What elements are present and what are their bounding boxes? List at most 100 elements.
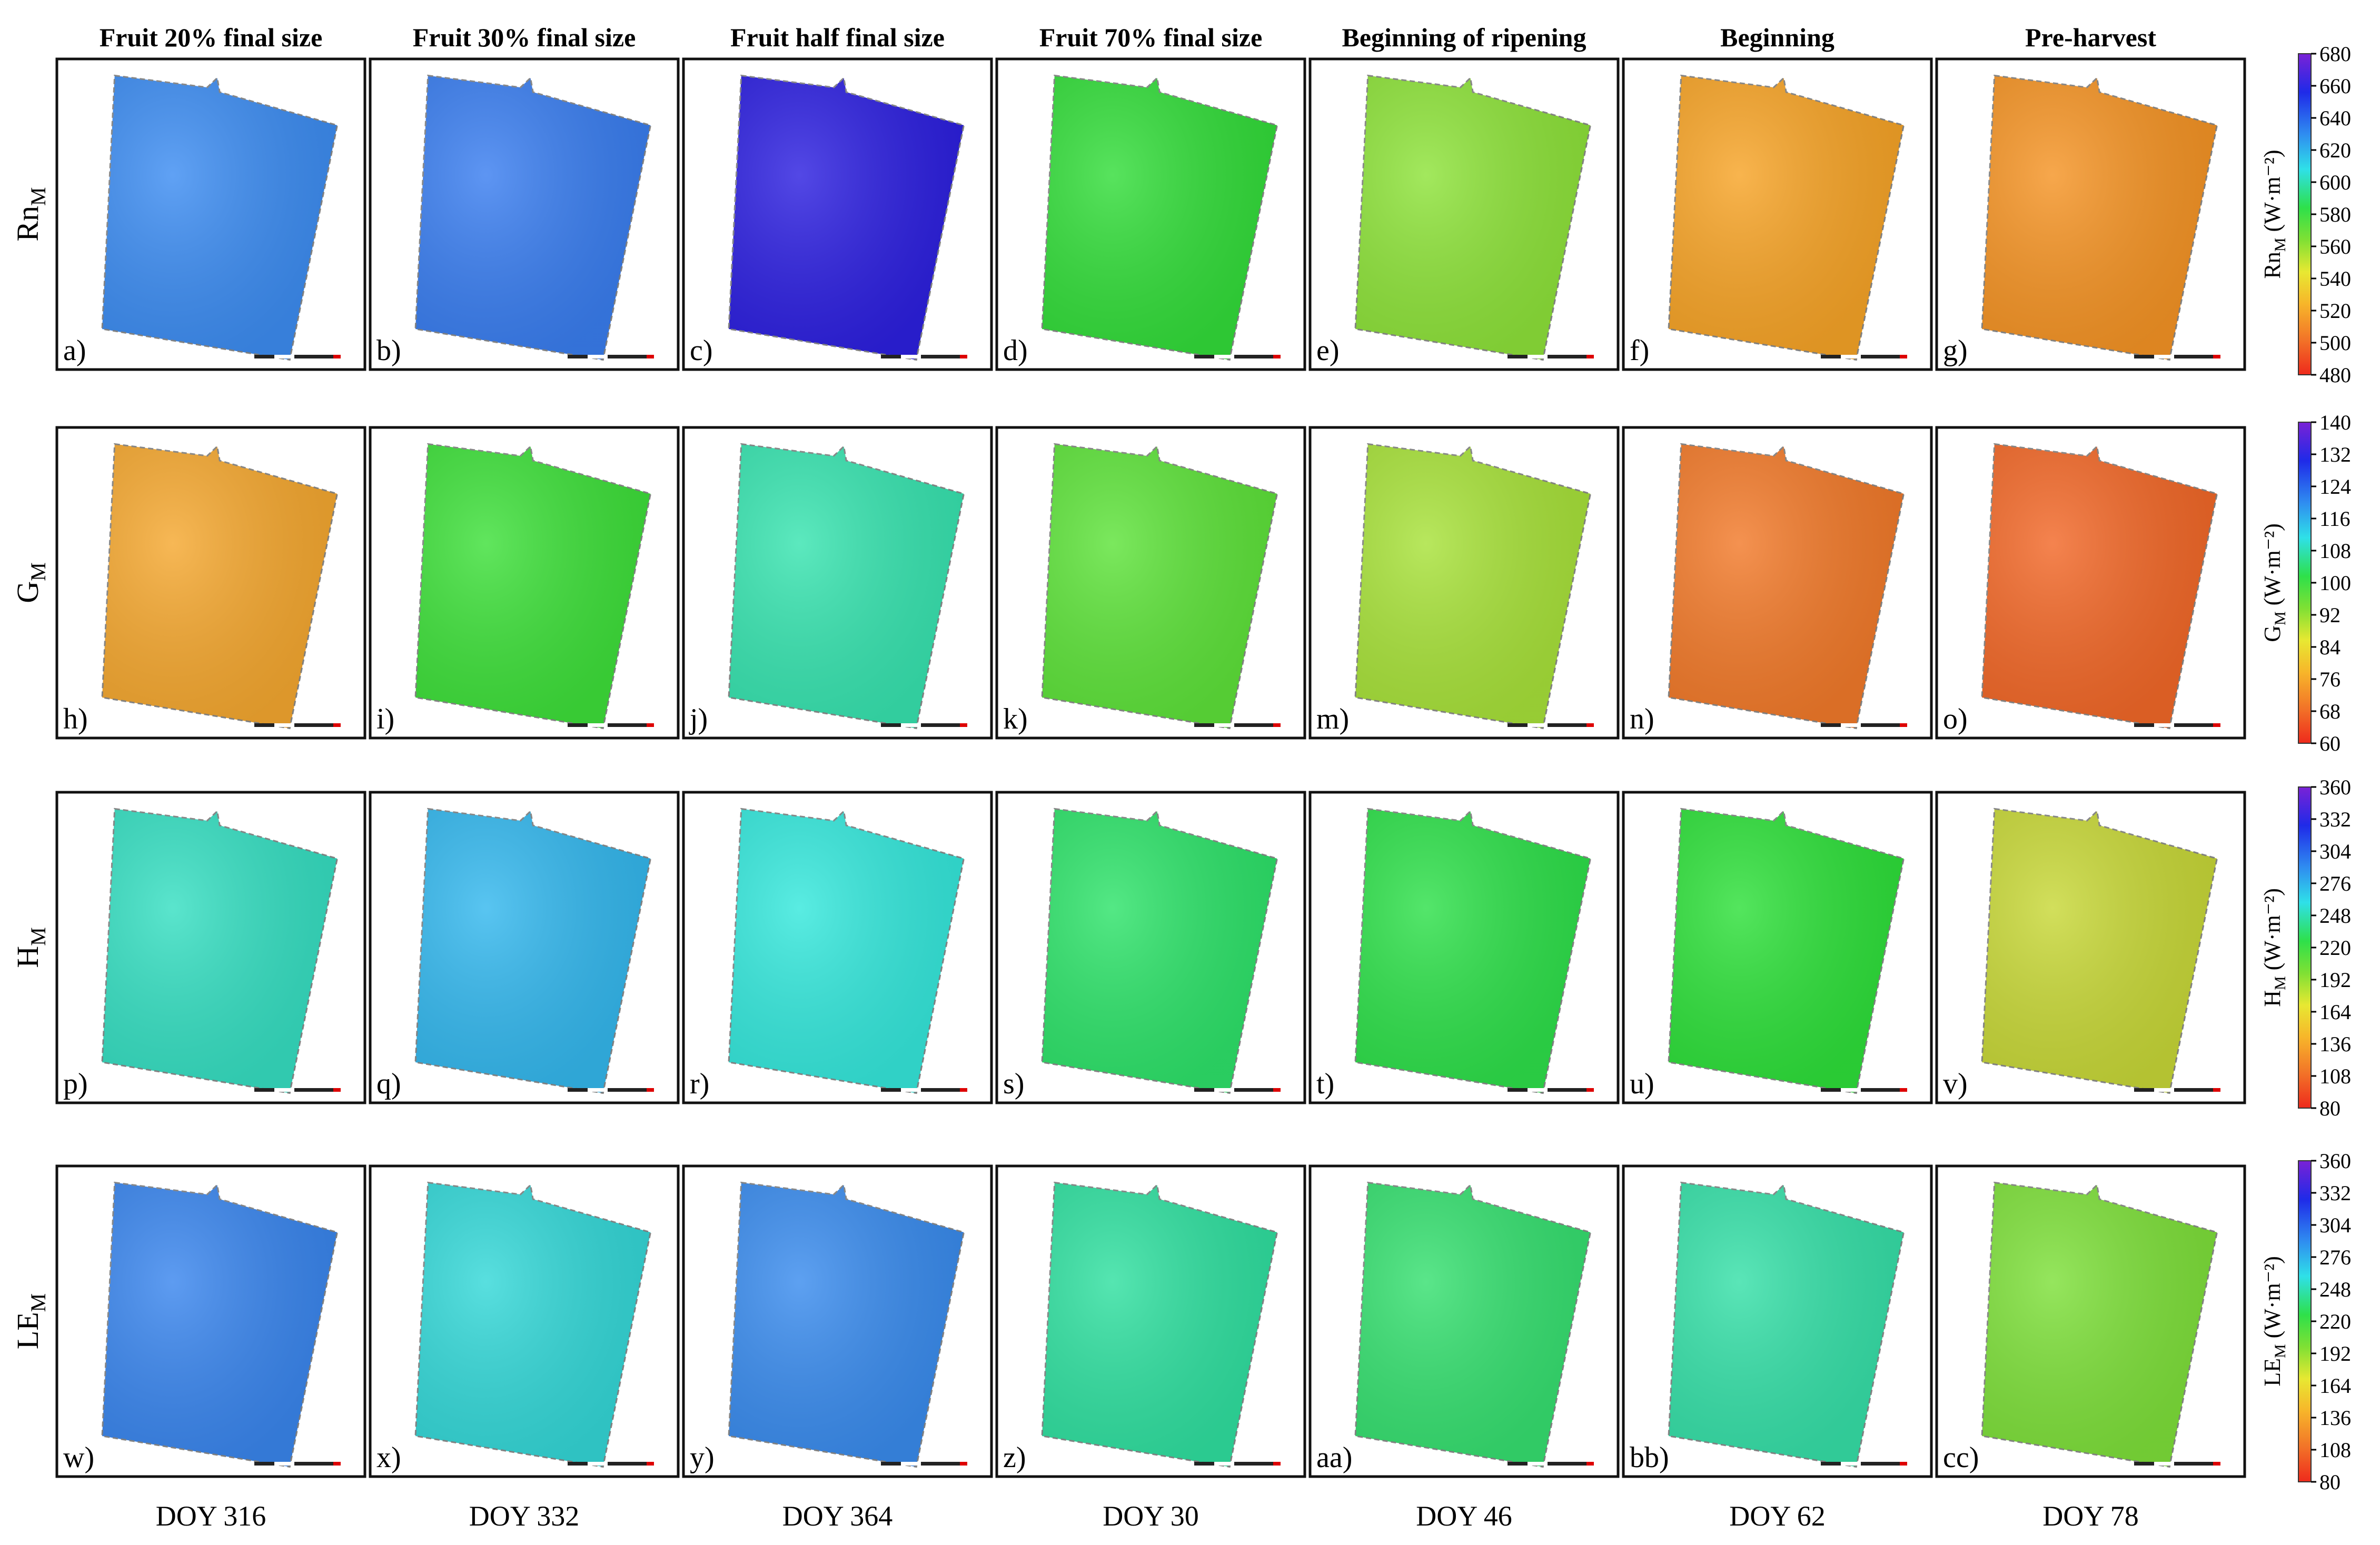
map-panel-r: r) [682,791,993,1104]
scale-bar-segment [274,723,294,727]
colorbar-tick-label: 332 [2319,1181,2351,1205]
panel-label: bb) [1630,1441,1669,1474]
row-label-h: HM [11,927,50,968]
panel-label: y) [690,1441,715,1474]
map-panel-i: i) [369,426,680,740]
field-map-shading [1355,1182,1591,1467]
north-marker [1900,1462,1907,1466]
scale-bar-segment [2154,1088,2174,1092]
north-marker [960,723,967,727]
scale-bar-segment [901,723,921,727]
north-marker [1273,355,1281,358]
column-header-3: Fruit half final size [730,23,945,52]
colorbar-tick-label: 360 [2319,1149,2351,1173]
column-header-1: Fruit 20% final size [100,23,323,52]
colorbar-tick-label: 560 [2319,235,2351,258]
field-map-shading [1982,75,2217,360]
panel-label: b) [376,334,401,367]
field-map-shading [1669,75,1904,360]
panel-label: h) [63,703,88,735]
field-map-shading [729,444,964,729]
north-marker [1586,723,1594,727]
colorbar-tick-label: 660 [2319,74,2351,98]
scale-bar-segment [274,355,294,358]
doy-label-2: DOY 332 [469,1500,580,1532]
colorbar-tick-label: 164 [2319,1374,2351,1398]
field-map-shading [102,809,338,1093]
colorbar-tick-label: 192 [2319,1342,2351,1365]
colorbar-tick-label: 600 [2319,171,2351,194]
panel-label: aa) [1316,1441,1352,1474]
north-marker [1586,1462,1594,1466]
column-header-4: Fruit 70% final size [1039,23,1263,52]
field-map-shading [1042,809,1277,1093]
map-panel-x: x) [369,1164,680,1478]
map-panel-q: q) [369,791,680,1104]
map-panel-n: n) [1622,426,1933,740]
scale-bar-segment [588,723,608,727]
panel-label: w) [63,1441,94,1474]
row-label-g: GM [11,562,50,603]
panel-label: e) [1316,334,1340,367]
column-header-2: Fruit 30% final size [413,23,636,52]
colorbar-tick-label: 60 [2319,732,2341,755]
panel-label: u) [1630,1068,1654,1100]
scale-bar-segment [1528,1088,1548,1092]
scale-bar-segment [1841,355,1861,358]
panel-label: q) [376,1068,401,1100]
map-panel-a: a) [55,57,366,371]
panel-label: m) [1316,703,1349,735]
colorbar-tick-label: 136 [2319,1032,2351,1056]
row-label-subscript: M [26,187,50,206]
north-marker [960,355,967,358]
colorbar-tick-label: 68 [2319,700,2341,723]
field-map-shading [1042,75,1277,360]
doy-label-4: DOY 30 [1103,1500,1199,1532]
colorbar-gradient [2298,1160,2312,1482]
panel-label: p) [63,1068,88,1100]
north-marker [1273,723,1281,727]
panel-label: v) [1943,1068,1968,1100]
north-marker [1273,1462,1281,1466]
row-label-subscript: M [26,1293,50,1312]
panel-label: g) [1943,334,1968,367]
colorbar-title: LEM (W·m⁻²) [2259,1256,2289,1387]
panel-label: cc) [1943,1441,1979,1474]
map-panel-y: y) [682,1164,993,1478]
scale-bar-segment [901,1088,921,1092]
north-marker [960,1462,967,1466]
colorbar-tick-label: 220 [2319,936,2351,960]
colorbar-tick-label: 332 [2319,808,2351,831]
colorbar-tick-label: 640 [2319,106,2351,130]
north-marker [2213,355,2220,358]
scale-bar-segment [1528,723,1548,727]
field-map-shading [729,1182,964,1467]
scale-bar-segment [274,1462,294,1466]
row-label-subscript: M [26,562,50,581]
field-map-shading [102,75,338,360]
field-map-shading [1355,75,1591,360]
colorbar-tick-label: 108 [2319,1438,2351,1462]
field-map-shading [1669,444,1904,729]
map-panel-p: p) [55,791,366,1104]
colorbar-tick-label: 124 [2319,475,2351,499]
panel-label: i) [376,703,394,735]
field-map-shading [1982,444,2217,729]
field-map-shading [729,75,964,360]
colorbar-tick-label: 360 [2319,775,2351,799]
scale-bar-segment [1841,1088,1861,1092]
colorbar-title: GM (W·m⁻²) [2259,523,2289,642]
colorbar-tick-label: 620 [2319,138,2351,162]
north-marker [1273,1088,1281,1092]
panel-label: k) [1003,703,1028,735]
map-panel-u: u) [1622,791,1933,1104]
scale-bar-segment [2154,1462,2174,1466]
panel-label: a) [63,334,86,367]
panel-label: x) [376,1441,401,1474]
panel-label: t) [1316,1068,1334,1100]
panel-label: d) [1003,334,1028,367]
map-panel-v: v) [1935,791,2246,1104]
scale-bar-segment [588,1088,608,1092]
colorbar-tick-label: 164 [2319,1000,2351,1024]
